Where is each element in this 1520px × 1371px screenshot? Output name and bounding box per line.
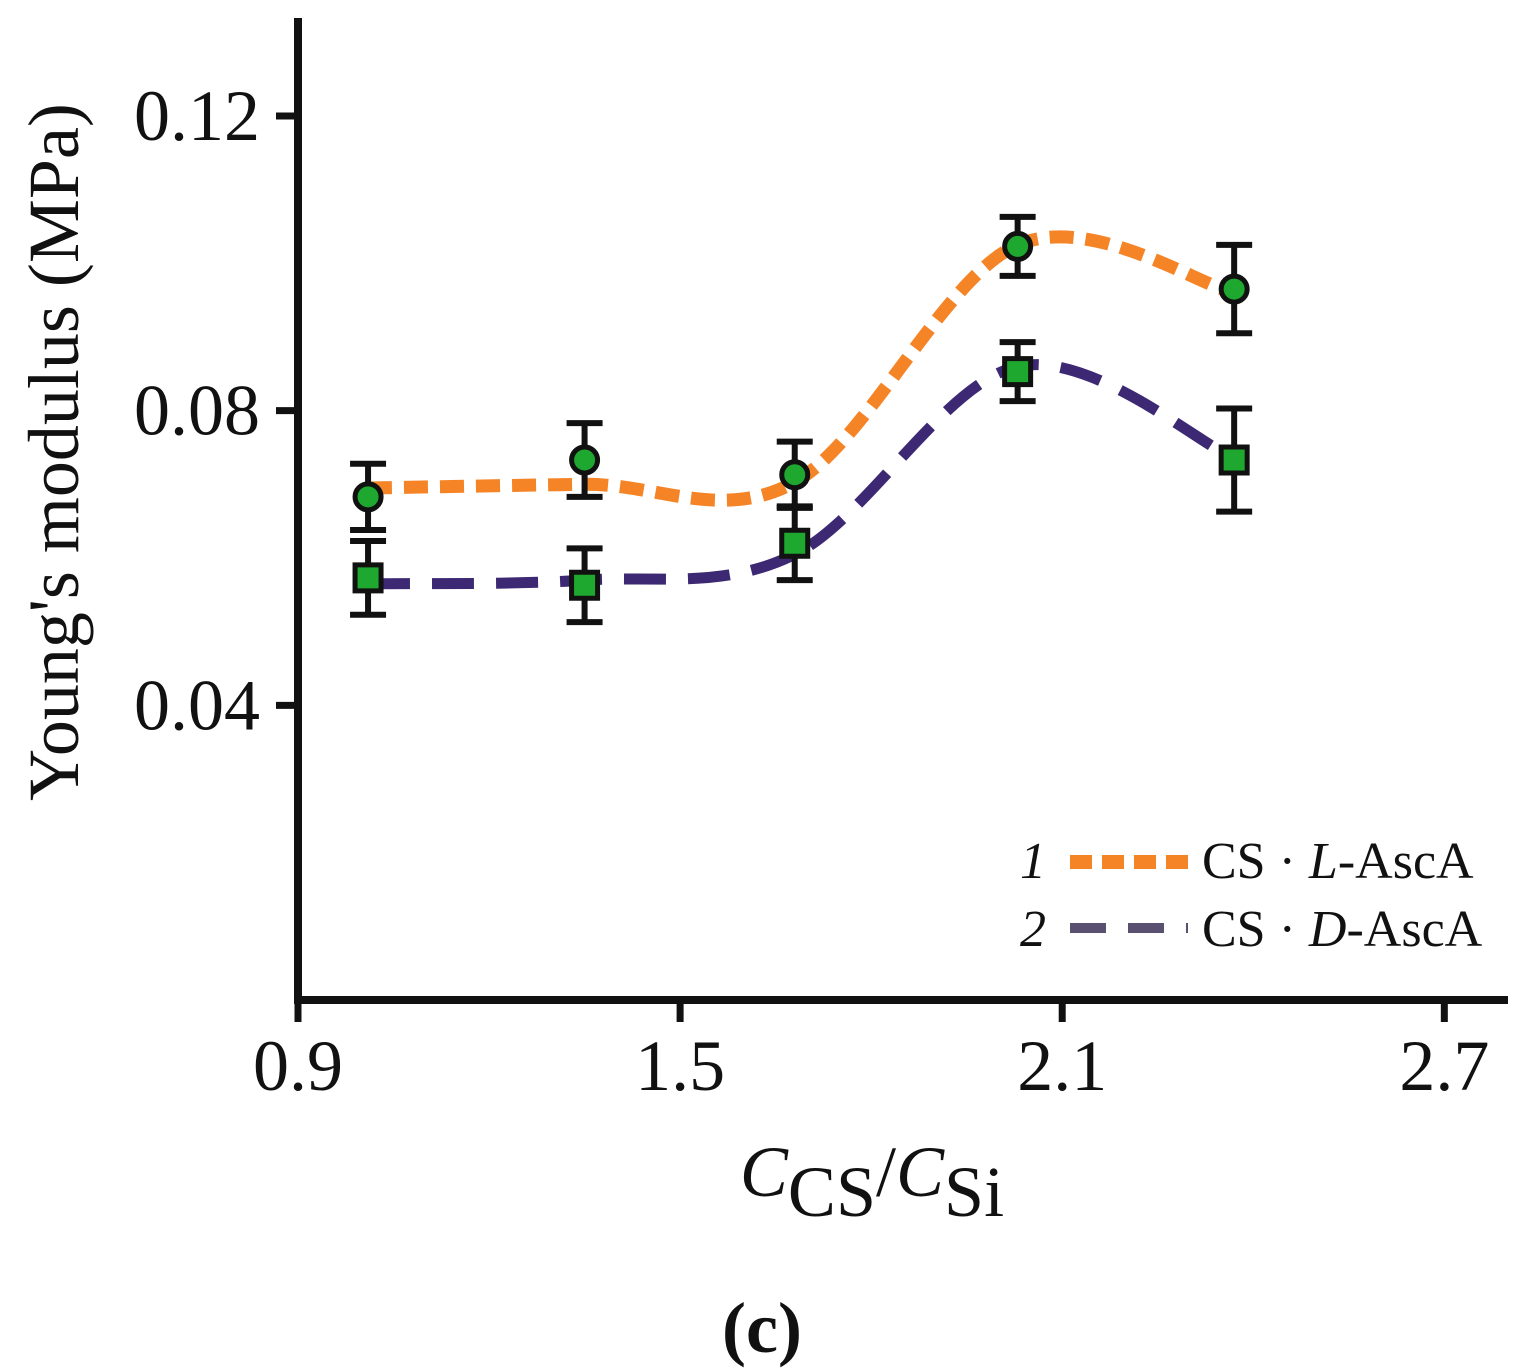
legend-label-2-italic: D [1308,901,1347,958]
x-tick-label-3: 2.7 [1399,1026,1489,1106]
series-2-point-3 [1002,356,1034,388]
series-1-point-4 [1218,273,1250,305]
y-axis-title: Young's modulus (MPa) [14,103,94,801]
legend-number-1: 1 [1020,833,1046,890]
y-tick-label-0: 0.04 [134,665,260,745]
legend-label-2: CS · D-AscA [1202,901,1483,958]
x-axis-title: CCS/CSi [740,1132,1004,1232]
x-axis-title-sub1: CS [788,1152,876,1232]
series-2-point-1 [569,569,601,601]
legend: 1 CS · L-AscA 2 CS · D-AscA [1020,833,1483,958]
series-2-point-2 [779,527,811,559]
legend-number-2: 2 [1020,901,1046,958]
ticks: 0.04 0.08 0.12 0.9 1.5 2.1 2.7 [134,76,1489,1106]
legend-label-1-prefix: CS · [1202,833,1309,890]
series-1-point-3 [1002,230,1034,262]
x-tick-label-2: 2.1 [1017,1026,1107,1106]
legend-label-2-suffix: -AscA [1346,901,1482,958]
series-1-point-1 [569,444,601,476]
legend-label-1: CS · L-AscA [1202,833,1474,890]
series-2-curve [367,359,1237,590]
panel-label: (c) [722,1288,802,1368]
legend-label-1-italic: L [1308,833,1338,890]
x-axis-title-c2: C [896,1132,945,1212]
series-1-point-2 [779,459,811,491]
y-tick-label-1: 0.08 [134,371,260,451]
axes [294,18,1508,1004]
x-tick-label-1: 1.5 [635,1026,725,1106]
legend-label-1-suffix: -AscA [1338,833,1474,890]
series-1-point-0 [352,481,384,513]
series-2-point-0 [352,562,384,594]
series-2-point-4 [1218,444,1250,476]
x-axis-title-slash: / [876,1132,896,1212]
x-axis-title-sub2: Si [944,1152,1004,1232]
x-axis-title-c1: C [740,1132,789,1212]
legend-label-2-prefix: CS · [1202,901,1309,958]
data-markers [352,230,1250,601]
error-bars [350,213,1253,626]
y-tick-label-2: 0.12 [134,76,260,156]
x-tick-label-0: 0.9 [253,1026,343,1106]
